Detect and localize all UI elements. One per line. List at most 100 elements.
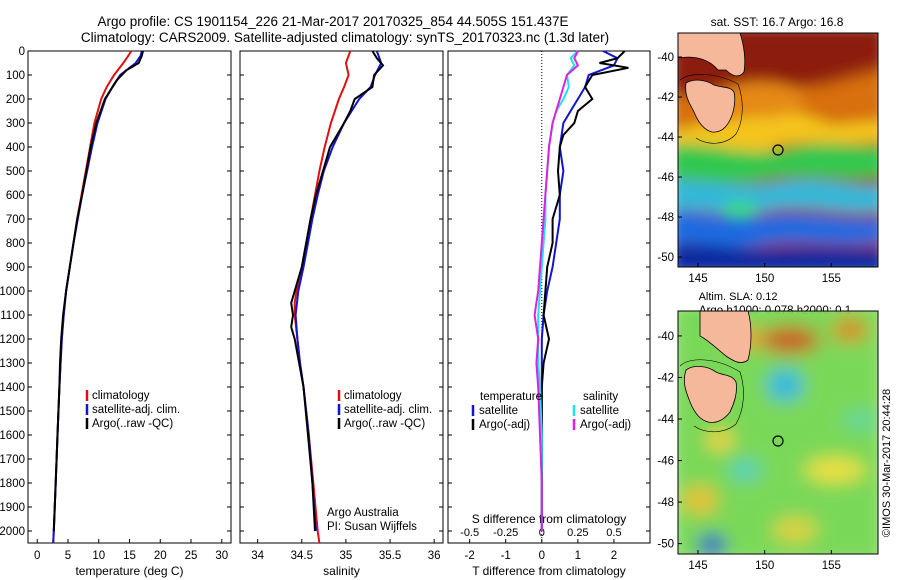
depth-tick-label: 1400 (0, 382, 25, 394)
depth-tick-label: 300 (6, 118, 25, 130)
series-line-2 (537, 50, 579, 531)
map-y-tick-label: -42 (657, 92, 674, 104)
series-line-1 (294, 50, 383, 532)
legend-label: satellite-adj. clim. (92, 404, 180, 416)
sla-map-panel: Altim. SLA: 0.12 Argo h1000: 0.078 h2000… (657, 291, 879, 572)
x-axis-label: T difference from climatology (472, 564, 626, 578)
map-x-tick-label: 150 (755, 560, 774, 572)
map-y-tick-label: -48 (657, 212, 674, 224)
map-x-tick-label: 150 (755, 273, 774, 285)
continental-shelf (679, 74, 743, 144)
x-tick-label: 0 (539, 550, 545, 562)
x-tick-label: -1 (501, 550, 511, 562)
depth-tick-label: 1800 (0, 478, 25, 490)
x-tick-label: 34 (251, 550, 264, 562)
s-tick-label: 0 (539, 527, 545, 539)
legend-label: climatology (344, 390, 402, 402)
map-y-tick-label: -50 (657, 539, 674, 551)
sla-heatmap (678, 311, 878, 554)
legend-label: salinity (583, 391, 618, 403)
map-y-tick-label: -48 (657, 497, 674, 509)
legend-label: temperature (480, 391, 542, 403)
series-line-1 (540, 50, 629, 531)
s-tick-label: -0.25 (493, 527, 518, 539)
map-y-tick-label: -46 (657, 456, 674, 468)
legend-label: climatology (92, 390, 150, 402)
legend-label: Argo(-adj) (580, 419, 631, 431)
x-tick-label: 15 (123, 550, 136, 562)
depth-tick-label: 100 (6, 70, 25, 82)
x-axis-label: salinity (323, 564, 360, 578)
legend-label: Argo(-adj) (479, 419, 530, 431)
s-tick-label: 0.5 (606, 527, 621, 539)
argo-position-marker-sla (772, 435, 784, 447)
map-y-tick-label: -50 (657, 252, 674, 264)
s-axis-label: S difference from climatology (472, 512, 627, 526)
x-tick-label: 10 (92, 550, 105, 562)
salinity-profile-panel: 34 34.5 35 35.5 36 salinity climatology satelli… (239, 50, 444, 578)
sst-heatmap (678, 33, 878, 267)
depth-tick-label: 600 (6, 190, 25, 202)
sst-map-panel: sat. SST: 16.7 Argo: 16.8 145 150 155 -40 -4… (657, 15, 879, 285)
depth-tick-label: 500 (6, 166, 25, 178)
x-tick-label: 2 (611, 550, 617, 562)
depth-tick-label: 1700 (0, 454, 25, 466)
map-x-tick-label: 155 (822, 273, 841, 285)
map-y-tick-label: -44 (657, 132, 674, 144)
map-y-tick-label: -46 (657, 172, 674, 184)
sla-map-title-line1: Altim. SLA: 0.12 (699, 291, 778, 303)
series-line-3 (533, 50, 580, 531)
depth-tick-label: 700 (6, 214, 25, 226)
legend-label: satellite (580, 405, 619, 417)
difference-profile-panel: -2 -1 0 1 2 T difference from climatology -0.5… (447, 50, 651, 578)
temperature-profile-panel: 0 5 10 15 20 25 30 temperature (deg C) climatolo… (27, 50, 232, 578)
depth-tick-label: 2000 (0, 526, 25, 538)
depth-tick-label: 1200 (0, 334, 25, 346)
x-tick-label: 34.5 (291, 550, 313, 562)
imos-watermark: ©IMOS 30-Mar-2017 20:44:28 (881, 389, 893, 537)
annotation-text: PI: Susan Wijffels (327, 521, 417, 533)
depth-tick-label: 800 (6, 238, 25, 250)
argo-position-marker-sst (772, 144, 784, 156)
panel-frame (447, 50, 651, 544)
x-tick-label: 1 (575, 550, 581, 562)
sla-map-frame (677, 310, 879, 555)
x-tick-label: 5 (65, 550, 71, 562)
mainland-coast-sla (699, 311, 752, 363)
s-tick-label: -0.5 (460, 527, 479, 539)
legend-label: satellite-adj. clim. (344, 404, 432, 416)
depth-tick-label: 1500 (0, 406, 25, 418)
x-tick-label: 25 (185, 550, 198, 562)
x-tick-label: 35 (340, 550, 353, 562)
depth-tick-label: 900 (6, 262, 25, 274)
x-tick-label: 30 (215, 550, 228, 562)
map-y-tick-label: -44 (657, 414, 674, 426)
x-tick-label: 36 (428, 550, 441, 562)
annotation-text: Argo Australia (327, 507, 399, 519)
figure-subtitle: Climatology: CARS2009. Satellite-adjuste… (81, 30, 609, 45)
depth-tick-label: 200 (6, 94, 25, 106)
series-line-1 (52, 50, 143, 544)
x-axis-label: temperature (deg C) (75, 564, 183, 578)
map-x-tick-label: 145 (688, 273, 707, 285)
series-line-2 (290, 50, 385, 532)
depth-axis: 0 100 200 300 400 500 600 700 800 900 1000 1100 1200… (0, 46, 25, 538)
depth-tick-label: 1300 (0, 358, 25, 370)
legend-label: satellite (479, 405, 518, 417)
panel-frame (27, 50, 232, 544)
figure-title: Argo profile: CS 1901154_226 21-Mar-2017… (97, 14, 568, 29)
mainland-coast (678, 33, 746, 77)
sla-map-axes: 145 150 155 -40 -42 -44 -46 -48 -50 (657, 331, 841, 572)
tasmania-sla (683, 366, 737, 423)
tasmania (685, 79, 736, 133)
x-tick-label: 35.5 (379, 550, 401, 562)
sst-map-frame (677, 32, 879, 268)
x-tick-label: -2 (465, 550, 475, 562)
continental-shelf-sla (679, 359, 744, 433)
sst-map-axes: 145 150 155 -40 -42 -44 -46 -48 -50 (657, 52, 841, 285)
map-y-tick-label: -40 (657, 331, 674, 343)
depth-tick-label: 1000 (0, 286, 25, 298)
map-y-tick-label: -42 (657, 372, 674, 384)
depth-tick-label: 1100 (0, 310, 25, 322)
